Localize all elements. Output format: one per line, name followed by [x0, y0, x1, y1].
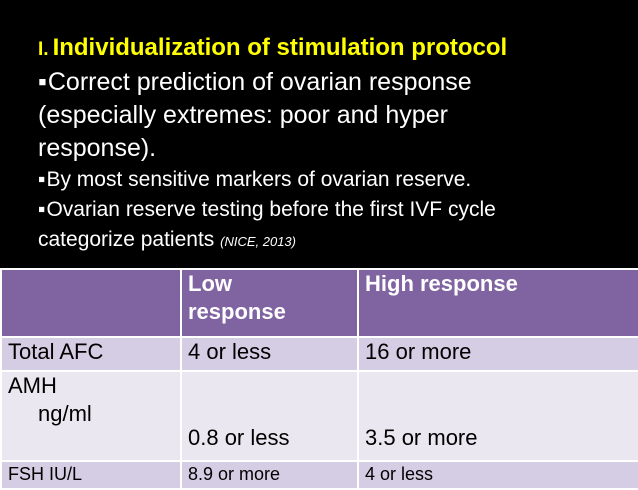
continuation-line: categorize patients (NICE, 2013) [38, 225, 628, 257]
header-cell-low-response: Low response [180, 268, 359, 338]
table-header-row: Low response High response [0, 268, 638, 338]
cell-low: 8.9 or more [180, 460, 359, 490]
bullet-prediction: Correct prediction of ovarian response [38, 66, 628, 99]
row-label: FSH IU/L [0, 460, 182, 490]
header-cell-empty [0, 268, 182, 338]
slide-body: Correct prediction of ovarian response (… [38, 66, 628, 257]
cell-high: 3.5 or more [357, 370, 638, 462]
citation: (NICE, 2013) [220, 234, 296, 249]
slide-title: I. Individualization of stimulation proto… [38, 34, 507, 62]
continuation-line: (especially extremes: poor and hyper [38, 99, 628, 132]
row-label-line2: ng/ml [38, 401, 92, 426]
title-text: Individualization of stimulation protoco… [52, 34, 508, 61]
header-low-line1: Low [188, 271, 232, 296]
table-row: FSH IU/L 8.9 or more 4 or less [0, 460, 638, 490]
bullet-markers: By most sensitive markers of ovarian res… [38, 165, 628, 195]
slide: I. Individualization of stimulation proto… [0, 0, 638, 478]
table-row: Total AFC 4 or less 16 or more [0, 336, 638, 372]
continuation-text: categorize patients [38, 228, 215, 251]
bullet-prediction-text: Correct prediction of ovarian response [47, 68, 472, 96]
continuation-text: response). [38, 134, 157, 162]
title-numeral: I. [38, 39, 49, 60]
header-cell-high-response: High response [357, 268, 638, 338]
cell-low: 4 or less [180, 336, 359, 372]
continuation-line: response). [38, 132, 628, 165]
cell-high: 16 or more [357, 336, 638, 372]
table-row: AMH ng/ml 0.8 or less 3.5 or more [0, 370, 638, 462]
row-label: Total AFC [0, 336, 182, 372]
header-low-line2: response [188, 299, 286, 324]
cell-low: 0.8 or less [180, 370, 359, 462]
row-label: AMH ng/ml [0, 370, 182, 462]
bullet-reserve-testing: Ovarian reserve testing before the first… [38, 195, 628, 225]
continuation-text: (especially extremes: poor and hyper [38, 101, 448, 129]
response-table: Low response High response Total AFC 4 or… [0, 268, 638, 490]
cell-high: 4 or less [357, 460, 638, 490]
row-label-line1: AMH [8, 373, 57, 398]
bullet-reserve-testing-text: Ovarian reserve testing before the first… [46, 198, 496, 221]
bullet-markers-text: By most sensitive markers of ovarian res… [46, 168, 472, 191]
